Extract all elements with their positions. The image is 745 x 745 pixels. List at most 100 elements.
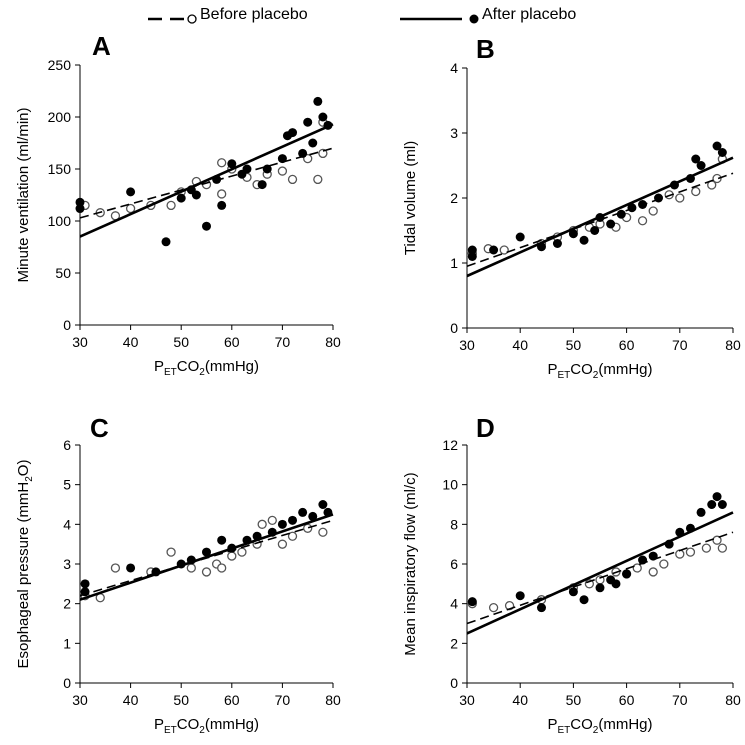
data-point-filled	[277, 519, 287, 529]
data-point-filled	[552, 239, 562, 248]
x-label-subscript: 2	[199, 725, 205, 736]
data-point-open	[499, 245, 509, 255]
data-point-open	[257, 519, 267, 529]
data-point-filled	[227, 159, 237, 169]
data-point-filled	[489, 245, 499, 255]
data-point-filled	[638, 200, 648, 209]
data-point-open	[701, 543, 712, 553]
legend-after-label: After placebo	[482, 6, 577, 23]
y-label-part: Esophageal pressure (mmH	[15, 482, 32, 669]
data-point-filled	[627, 203, 637, 213]
data-point-filled	[126, 563, 136, 573]
data-point-open	[227, 551, 237, 561]
legend-solid-line-icon	[400, 14, 479, 24]
regression-line-solid	[466, 511, 734, 635]
data-point-filled	[467, 252, 477, 261]
data-point-filled	[717, 500, 727, 509]
x-tick-label: 80	[325, 334, 341, 350]
y-tick-label: 6	[63, 437, 71, 453]
series-before	[79, 117, 334, 221]
y-tick-label: 50	[55, 265, 71, 281]
data-point-filled	[568, 229, 578, 239]
data-point-open	[318, 527, 328, 537]
x-label-subscript: ET	[558, 725, 571, 736]
y-tick-label: 0	[450, 675, 458, 691]
x-label-subscript: 2	[199, 367, 205, 378]
x-tick-label: 60	[619, 692, 635, 708]
y-tick-label: 5	[63, 477, 71, 493]
x-tick-label: 70	[275, 692, 291, 708]
y-label-part: O)	[15, 460, 32, 477]
data-point-filled	[536, 603, 546, 613]
data-point-filled	[579, 235, 589, 245]
panel-letter: B	[476, 34, 495, 64]
y-tick-label: 0	[63, 675, 71, 691]
data-point-filled	[616, 209, 626, 219]
x-label-part: (mmHg)	[598, 716, 652, 733]
y-tick-label: 0	[63, 317, 71, 333]
x-tick-label: 60	[619, 337, 635, 353]
data-point-open	[217, 158, 227, 168]
data-point-filled	[568, 587, 578, 597]
y-tick-label: 1	[63, 635, 71, 651]
data-point-filled	[308, 511, 318, 521]
y-tick-label: 2	[450, 190, 458, 206]
x-label-subscript: 2	[593, 370, 599, 381]
data-point-filled	[622, 569, 632, 579]
data-point-open	[675, 193, 685, 203]
series-before	[79, 515, 334, 603]
data-point-filled	[313, 96, 323, 106]
data-point-filled	[606, 219, 616, 229]
x-label-part: P	[154, 358, 164, 375]
y-tick-label: 12	[442, 437, 458, 453]
x-label-part: P	[547, 361, 557, 378]
data-point-filled	[176, 193, 186, 203]
x-tick-label: 50	[173, 692, 189, 708]
x-tick-label: 30	[72, 692, 88, 708]
x-tick-label: 40	[512, 337, 528, 353]
x-tick-label: 60	[224, 334, 240, 350]
data-point-open	[313, 174, 323, 185]
x-tick-label: 70	[672, 692, 688, 708]
data-point-open	[637, 216, 648, 226]
y-axis-label: Esophageal pressure (mmH2O)	[15, 460, 35, 669]
y-tick-label: 0	[450, 320, 458, 336]
data-point-filled	[717, 148, 727, 157]
y-tick-label: 10	[442, 477, 458, 493]
data-point-filled	[80, 579, 90, 589]
y-tick-label: 250	[48, 57, 72, 73]
legend-before-label: Before placebo	[200, 6, 308, 23]
data-point-open	[691, 186, 701, 197]
panel-a: A 0 50 100 150 200 250 30 40 50 60 70 80 PETCO2(mmHg)…	[15, 31, 341, 378]
data-point-filled	[161, 237, 171, 247]
data-point-open	[488, 602, 499, 613]
data-point-open	[712, 173, 722, 184]
data-point-filled	[318, 112, 328, 122]
x-tick-label: 80	[325, 692, 341, 708]
legend: Before placebo After placebo	[0, 6, 745, 36]
data-point-open	[166, 200, 176, 211]
data-point-filled	[691, 154, 701, 164]
regression-line-dashed	[79, 147, 334, 219]
data-point-open	[287, 531, 298, 541]
x-label-part: (mmHg)	[598, 361, 652, 378]
x-tick-label: 40	[123, 692, 139, 708]
data-point-open	[277, 166, 288, 176]
x-label-subscript: ET	[164, 725, 177, 736]
data-point-open	[110, 563, 121, 573]
data-point-open	[287, 174, 298, 185]
data-point-filled	[257, 180, 267, 190]
x-label-part: P	[154, 716, 164, 733]
data-point-filled	[298, 507, 308, 517]
x-tick-label: 30	[72, 334, 88, 350]
data-point-filled	[80, 587, 90, 597]
data-point-filled	[654, 193, 664, 203]
y-tick-label: 100	[48, 213, 72, 229]
data-point-filled	[288, 128, 298, 138]
series-after	[79, 500, 334, 601]
series-after	[466, 141, 734, 278]
x-tick-label: 80	[725, 692, 741, 708]
data-point-open	[648, 206, 658, 216]
data-point-filled	[638, 555, 648, 565]
